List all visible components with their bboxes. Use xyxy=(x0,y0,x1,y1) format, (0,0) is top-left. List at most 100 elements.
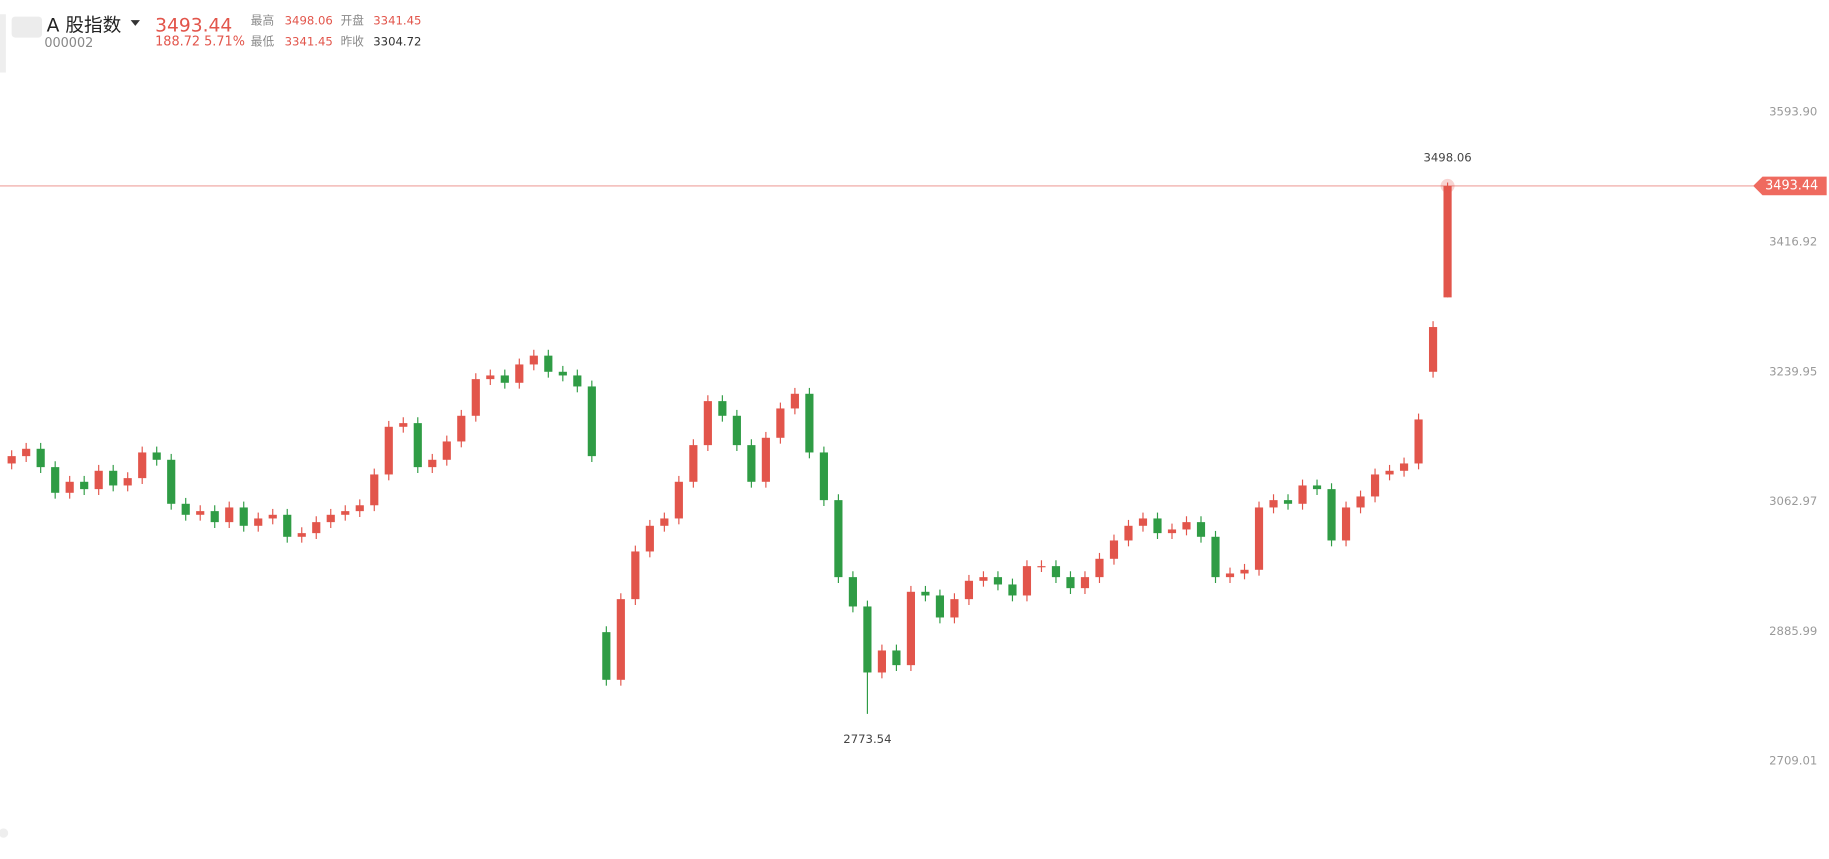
stat-value: 3498.06 xyxy=(285,14,333,28)
candle-body xyxy=(819,452,828,501)
corner-button[interactable] xyxy=(0,828,9,838)
y-tick-label: 3416.92 xyxy=(1769,235,1817,249)
candle-body xyxy=(1138,518,1148,526)
candle-body xyxy=(1414,419,1423,464)
candle-body xyxy=(457,415,466,442)
candle-body xyxy=(210,511,219,523)
candle-body xyxy=(1022,566,1032,596)
candle-body xyxy=(703,401,712,446)
last-price-tag-label: 3493.44 xyxy=(1765,178,1818,193)
candle-body xyxy=(413,423,422,468)
y-tick-label: 3593.90 xyxy=(1769,105,1817,119)
candle-body xyxy=(1182,522,1191,530)
dropdown-caret[interactable] xyxy=(130,20,140,26)
index-name[interactable]: A 股指数 xyxy=(47,15,122,36)
candle-body xyxy=(906,591,916,666)
stat-label: 开盘 xyxy=(341,14,365,28)
candle-body xyxy=(732,415,741,446)
candle-body xyxy=(529,355,538,365)
candle-body xyxy=(979,577,988,581)
candle-body xyxy=(1428,327,1438,372)
candle-body xyxy=(1124,525,1133,541)
y-tick-label: 3062.97 xyxy=(1769,494,1817,508)
candle-body xyxy=(834,500,843,578)
candle-body xyxy=(36,448,45,468)
candle-body xyxy=(471,379,480,416)
candle-body xyxy=(239,507,248,526)
candle-body xyxy=(805,393,814,453)
candle-body xyxy=(1109,540,1119,559)
candle-body xyxy=(1240,569,1249,574)
candle-body xyxy=(442,441,451,460)
candle-body xyxy=(80,481,89,490)
candle-body xyxy=(645,525,654,552)
candle-body xyxy=(268,514,277,519)
candle-body xyxy=(674,481,683,519)
candle-body xyxy=(1167,529,1177,534)
candle-body xyxy=(1399,463,1409,471)
y-tick-label: 2709.01 xyxy=(1769,754,1817,768)
candle-body xyxy=(1443,185,1452,298)
candle-body xyxy=(964,580,974,600)
stat-value: 3341.45 xyxy=(285,35,333,49)
max-label: 3498.06 xyxy=(1423,151,1471,165)
candle-body xyxy=(312,522,321,534)
candle-body xyxy=(1370,474,1380,497)
candle-body xyxy=(892,650,901,666)
candle-body xyxy=(1385,470,1394,475)
candle-body xyxy=(1037,566,1046,568)
candle-body xyxy=(935,595,945,618)
stat-label: 最高 xyxy=(251,14,274,28)
candle-body xyxy=(1080,577,1090,589)
candle-body xyxy=(747,445,756,482)
candle-body xyxy=(22,448,31,457)
candle-body xyxy=(1153,518,1162,534)
side-toolbar[interactable] xyxy=(0,14,6,73)
candle-body xyxy=(515,364,524,383)
candle-body xyxy=(790,393,799,409)
candle-body xyxy=(109,470,118,486)
candle-body xyxy=(602,632,611,680)
candle-body xyxy=(1008,584,1017,596)
candle-body xyxy=(65,481,74,493)
candle-body xyxy=(341,511,350,515)
last-price-tag xyxy=(1753,176,1827,196)
candle-body xyxy=(631,551,640,600)
stat-value: 3341.45 xyxy=(373,14,421,28)
candle-body xyxy=(297,533,306,537)
candle-body xyxy=(993,577,1003,585)
candle-body xyxy=(863,606,872,673)
stat-value: 3304.72 xyxy=(373,35,421,49)
candle-body xyxy=(1269,500,1278,508)
candle-body xyxy=(1327,489,1336,541)
candle-body xyxy=(51,467,60,493)
stat-label: 最低 xyxy=(251,35,275,49)
candle-body xyxy=(196,511,205,515)
candle-body xyxy=(1196,522,1206,537)
candle-body xyxy=(94,470,103,490)
candle-body xyxy=(7,456,16,464)
candle-body xyxy=(370,474,379,506)
index-badge xyxy=(11,16,42,38)
candle-body xyxy=(544,355,553,372)
candle-body xyxy=(1225,573,1235,578)
candle-body xyxy=(921,591,930,596)
candle-body xyxy=(225,507,234,523)
candle-body xyxy=(616,599,625,680)
candle-body xyxy=(428,459,437,468)
candle-body xyxy=(1254,507,1264,570)
candle-body xyxy=(167,459,176,504)
candle-body xyxy=(689,445,698,482)
price-change-pct: 5.71% xyxy=(204,35,245,50)
candle-body xyxy=(877,650,886,673)
candle-body xyxy=(326,514,335,523)
candle-body xyxy=(1066,577,1075,589)
candle-body xyxy=(1341,507,1351,541)
candle-body xyxy=(384,426,393,475)
candle-body xyxy=(573,375,582,387)
candle-body xyxy=(486,375,495,380)
index-code: 000002 xyxy=(44,36,93,51)
